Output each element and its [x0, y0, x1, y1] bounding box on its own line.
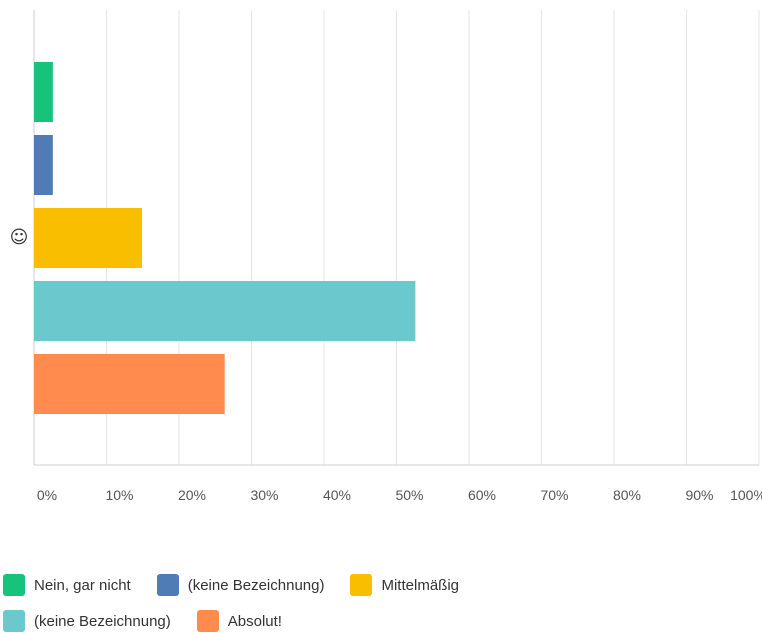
x-tick-label: 0%: [37, 487, 57, 503]
legend-label: Absolut!: [227, 612, 282, 630]
legend-item[interactable]: (keine Bezeichnung): [3, 609, 171, 633]
x-tick-label: 80%: [613, 487, 641, 503]
legend-label: Nein, gar nicht: [34, 576, 131, 594]
bar-chart: 0% 10% 20% 30% 40% 50% 60% 70% 80% 90% 100% ☺: [10, 10, 762, 503]
legend-item[interactable]: Absolut!: [196, 609, 282, 633]
legend-label: (keine Bezeichnung): [34, 612, 171, 630]
bar-5[interactable]: [34, 354, 225, 414]
x-tick-label: 10%: [105, 487, 133, 503]
category-label: ☺: [10, 227, 29, 248]
legend-swatch: [3, 610, 25, 632]
x-tick-label: 90%: [685, 487, 713, 503]
bar-3[interactable]: [34, 208, 143, 268]
legend-label: Mittelmäßig: [381, 576, 459, 594]
x-tick-label: 40%: [323, 487, 351, 503]
bar-4[interactable]: [34, 281, 416, 341]
bar-1[interactable]: [34, 62, 53, 122]
x-tick-label: 100%: [730, 487, 762, 503]
legend-label: (keine Bezeichnung): [187, 576, 325, 594]
x-axis-ticks: 0% 10% 20% 30% 40% 50% 60% 70% 80% 90% 100%: [37, 487, 762, 503]
bars: [34, 62, 416, 414]
x-tick-label: 60%: [468, 487, 496, 503]
x-tick-label: 20%: [178, 487, 206, 503]
legend-item[interactable]: Mittelmäßig: [350, 573, 459, 597]
grid-lines: [33, 10, 760, 466]
legend-item[interactable]: (keine Bezeichnung): [156, 573, 325, 597]
x-tick-label: 30%: [250, 487, 278, 503]
legend-item[interactable]: Nein, gar nicht: [3, 573, 131, 597]
x-tick-label: 70%: [540, 487, 568, 503]
legend-swatch: [196, 610, 219, 632]
legend-swatch: [156, 574, 179, 596]
legend-swatch: [350, 574, 373, 596]
legend-swatch: [3, 574, 25, 596]
bar-2[interactable]: [34, 135, 53, 195]
x-tick-label: 50%: [395, 487, 423, 503]
legend: Nein, gar nicht (keine Bezeichnung) Mittel…: [3, 573, 743, 633]
